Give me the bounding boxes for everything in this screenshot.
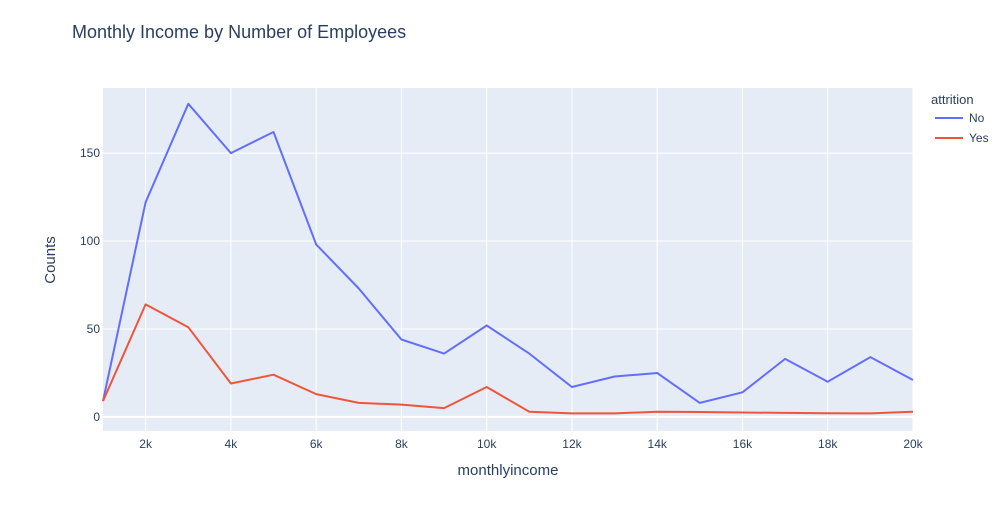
- legend[interactable]: attrition No Yes: [931, 92, 989, 145]
- x-axis-label: monthlyincome: [458, 462, 559, 479]
- plot-area: [103, 88, 913, 431]
- x-tick-label: 6k: [310, 437, 324, 451]
- x-tick-label: 20k: [903, 437, 923, 451]
- y-tick-label: 50: [87, 322, 101, 336]
- series-line-no[interactable]: [102, 102, 914, 404]
- legend-item-no[interactable]: No: [935, 111, 985, 125]
- y-axis-label: Counts: [42, 236, 59, 284]
- x-tick-label: 18k: [818, 437, 838, 451]
- x-tick-label: 10k: [477, 437, 497, 451]
- legend-item-yes[interactable]: Yes: [935, 131, 989, 145]
- legend-label: Yes: [969, 131, 989, 145]
- chart-title: Monthly Income by Number of Employees: [72, 22, 406, 42]
- y-axis-ticks: 0 50 100 150: [80, 146, 100, 424]
- x-tick-label: 16k: [733, 437, 753, 451]
- y-tick-label: 150: [80, 146, 100, 160]
- x-tick-label: 8k: [395, 437, 409, 451]
- series-lines: [102, 102, 914, 415]
- legend-label: No: [969, 111, 985, 125]
- y-tick-label: 100: [80, 234, 100, 248]
- y-tick-label: 0: [93, 410, 100, 424]
- x-tick-label: 14k: [648, 437, 668, 451]
- x-tick-label: 4k: [225, 437, 239, 451]
- legend-title: attrition: [931, 92, 974, 107]
- grid-lines: [103, 88, 914, 431]
- x-axis-ticks: 2k 4k 6k 8k 10k 12k 14k 16k 18k 20k: [139, 437, 923, 451]
- series-line-yes[interactable]: [102, 303, 914, 415]
- x-tick-label: 12k: [562, 437, 582, 451]
- x-tick-label: 2k: [139, 437, 153, 451]
